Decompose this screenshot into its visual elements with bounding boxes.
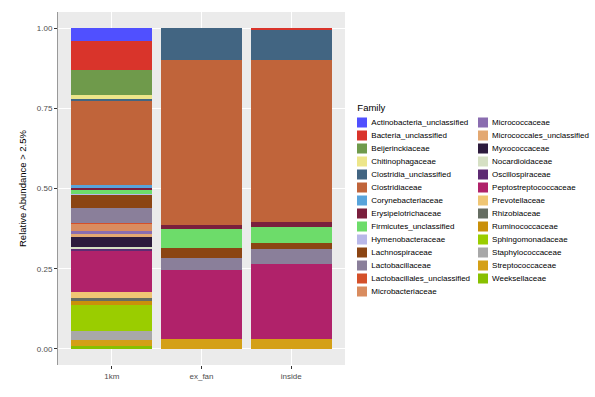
svg-text:0.25: 0.25 bbox=[37, 265, 53, 274]
svg-text:0.00: 0.00 bbox=[37, 345, 53, 354]
html-text:Rhizobiaceae: Rhizobiaceae bbox=[492, 208, 541, 217]
html-text:Sphingomonadaceae: Sphingomonadaceae bbox=[492, 234, 568, 243]
html-text:Lachnospiraceae: Lachnospiraceae bbox=[371, 247, 433, 256]
html-text:Hymenobacteraceae: Hymenobacteraceae bbox=[371, 234, 446, 243]
html-text:Corynebacteriaceae: Corynebacteriaceae bbox=[371, 195, 443, 204]
html-text:Actinobacteria_unclassified: Actinobacteria_unclassified bbox=[371, 117, 469, 126]
svg-text:Relative Abundance > 2.5%: Relative Abundance > 2.5% bbox=[17, 129, 28, 247]
html-text:Lactobacillaceae: Lactobacillaceae bbox=[371, 260, 431, 269]
html-text:Staphylococcaceae: Staphylococcaceae bbox=[492, 247, 562, 256]
html-text:Peptostreptococcaceae: Peptostreptococcaceae bbox=[492, 182, 576, 191]
html-text:Microbacteriaceae: Microbacteriaceae bbox=[371, 286, 437, 295]
html-text:Bacteria_unclassified: Bacteria_unclassified bbox=[371, 130, 447, 139]
html-text:Family: Family bbox=[357, 101, 386, 112]
html-text:Erysipelotrichaceae: Erysipelotrichaceae bbox=[371, 208, 442, 217]
html-text:Micrococcaceae: Micrococcaceae bbox=[492, 117, 550, 126]
html-text:Lactobacillales_unclassified: Lactobacillales_unclassified bbox=[371, 273, 471, 282]
html-text:Beijerinckiaceae: Beijerinckiaceae bbox=[371, 143, 430, 152]
html-text:Clostridiaceae: Clostridiaceae bbox=[371, 182, 422, 191]
html-text:Firmicutes_unclassified: Firmicutes_unclassified bbox=[371, 221, 455, 230]
html-text:Myxococcaceae: Myxococcaceae bbox=[492, 143, 550, 152]
svg-text:inside: inside bbox=[281, 372, 302, 381]
html-text:Prevotellaceae: Prevotellaceae bbox=[492, 195, 545, 204]
html-text:Nocardioidaceae: Nocardioidaceae bbox=[492, 156, 553, 165]
html-text:Weeksellaceae: Weeksellaceae bbox=[492, 273, 547, 282]
html-text:Clostridia_unclassified: Clostridia_unclassified bbox=[371, 169, 451, 178]
html-text:Chitinophagaceae: Chitinophagaceae bbox=[371, 156, 436, 165]
html-text:Streptococcaceae: Streptococcaceae bbox=[492, 260, 557, 269]
svg-text:1.00: 1.00 bbox=[37, 24, 53, 33]
html-text:Micrococcales_unclassified: Micrococcales_unclassified bbox=[492, 130, 589, 139]
html-text:Ruminococcaceae: Ruminococcaceae bbox=[492, 221, 558, 230]
svg-text:1km: 1km bbox=[104, 372, 119, 381]
html-text:Oscillospiraceae: Oscillospiraceae bbox=[492, 169, 551, 178]
svg-text:ex_fan: ex_fan bbox=[189, 372, 213, 381]
svg-text:0.50: 0.50 bbox=[37, 184, 53, 193]
svg-text:0.75: 0.75 bbox=[37, 104, 53, 113]
